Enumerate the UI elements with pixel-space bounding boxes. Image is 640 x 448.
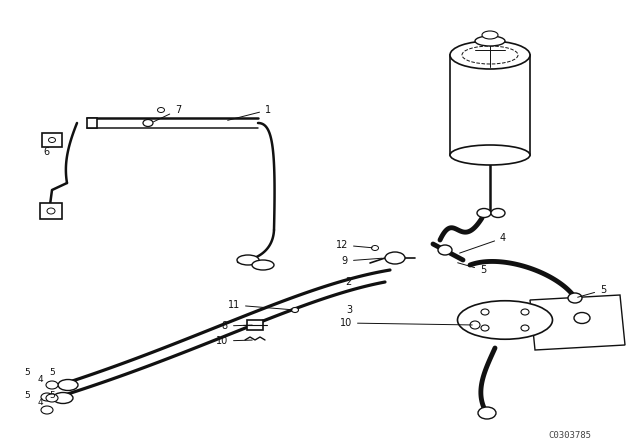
Ellipse shape: [458, 301, 552, 339]
Text: 9: 9: [342, 256, 382, 266]
Bar: [247, 320, 263, 330]
Ellipse shape: [450, 145, 530, 165]
Text: 5: 5: [578, 285, 606, 297]
Ellipse shape: [475, 36, 505, 46]
Ellipse shape: [477, 208, 491, 217]
Text: 5: 5: [24, 367, 30, 376]
Ellipse shape: [46, 381, 58, 389]
Text: 2: 2: [346, 277, 352, 287]
Ellipse shape: [478, 407, 496, 419]
Ellipse shape: [143, 120, 153, 126]
Ellipse shape: [463, 303, 547, 336]
Text: C0303785: C0303785: [548, 431, 591, 439]
Text: 1: 1: [228, 105, 271, 121]
Ellipse shape: [41, 406, 53, 414]
Bar: [42, 133, 62, 147]
Ellipse shape: [521, 309, 529, 315]
Ellipse shape: [521, 325, 529, 331]
Ellipse shape: [438, 245, 452, 255]
Text: 4: 4: [460, 233, 506, 253]
Ellipse shape: [470, 321, 480, 329]
Ellipse shape: [47, 208, 55, 214]
Ellipse shape: [291, 307, 298, 313]
Ellipse shape: [58, 379, 78, 391]
Bar: [40, 203, 62, 219]
Ellipse shape: [157, 108, 164, 112]
Text: 3: 3: [346, 305, 352, 315]
Text: 5: 5: [49, 367, 55, 376]
Text: 4: 4: [37, 397, 43, 406]
Ellipse shape: [371, 246, 378, 250]
Text: 4: 4: [37, 375, 43, 383]
Ellipse shape: [53, 392, 73, 404]
Ellipse shape: [46, 394, 58, 402]
Text: 7: 7: [154, 105, 181, 122]
Ellipse shape: [482, 31, 498, 39]
Ellipse shape: [237, 255, 259, 265]
Text: 8: 8: [222, 321, 252, 331]
Text: 6: 6: [43, 147, 49, 157]
Ellipse shape: [481, 309, 489, 315]
Text: 5: 5: [24, 391, 30, 400]
Text: 10: 10: [340, 318, 472, 328]
Ellipse shape: [41, 393, 53, 401]
Bar: [87, 118, 97, 128]
Ellipse shape: [385, 252, 405, 264]
Ellipse shape: [450, 41, 530, 69]
Text: 5: 5: [458, 263, 486, 275]
Text: 12: 12: [335, 240, 372, 250]
Text: 5: 5: [49, 391, 55, 400]
Ellipse shape: [568, 293, 582, 303]
Ellipse shape: [462, 46, 518, 64]
Ellipse shape: [49, 138, 56, 142]
Ellipse shape: [481, 325, 489, 331]
Ellipse shape: [574, 313, 590, 323]
Polygon shape: [530, 295, 625, 350]
Text: 10: 10: [216, 336, 252, 346]
Bar: [450, 55, 530, 155]
Ellipse shape: [491, 208, 505, 217]
Ellipse shape: [252, 260, 274, 270]
Text: 11: 11: [228, 300, 292, 310]
